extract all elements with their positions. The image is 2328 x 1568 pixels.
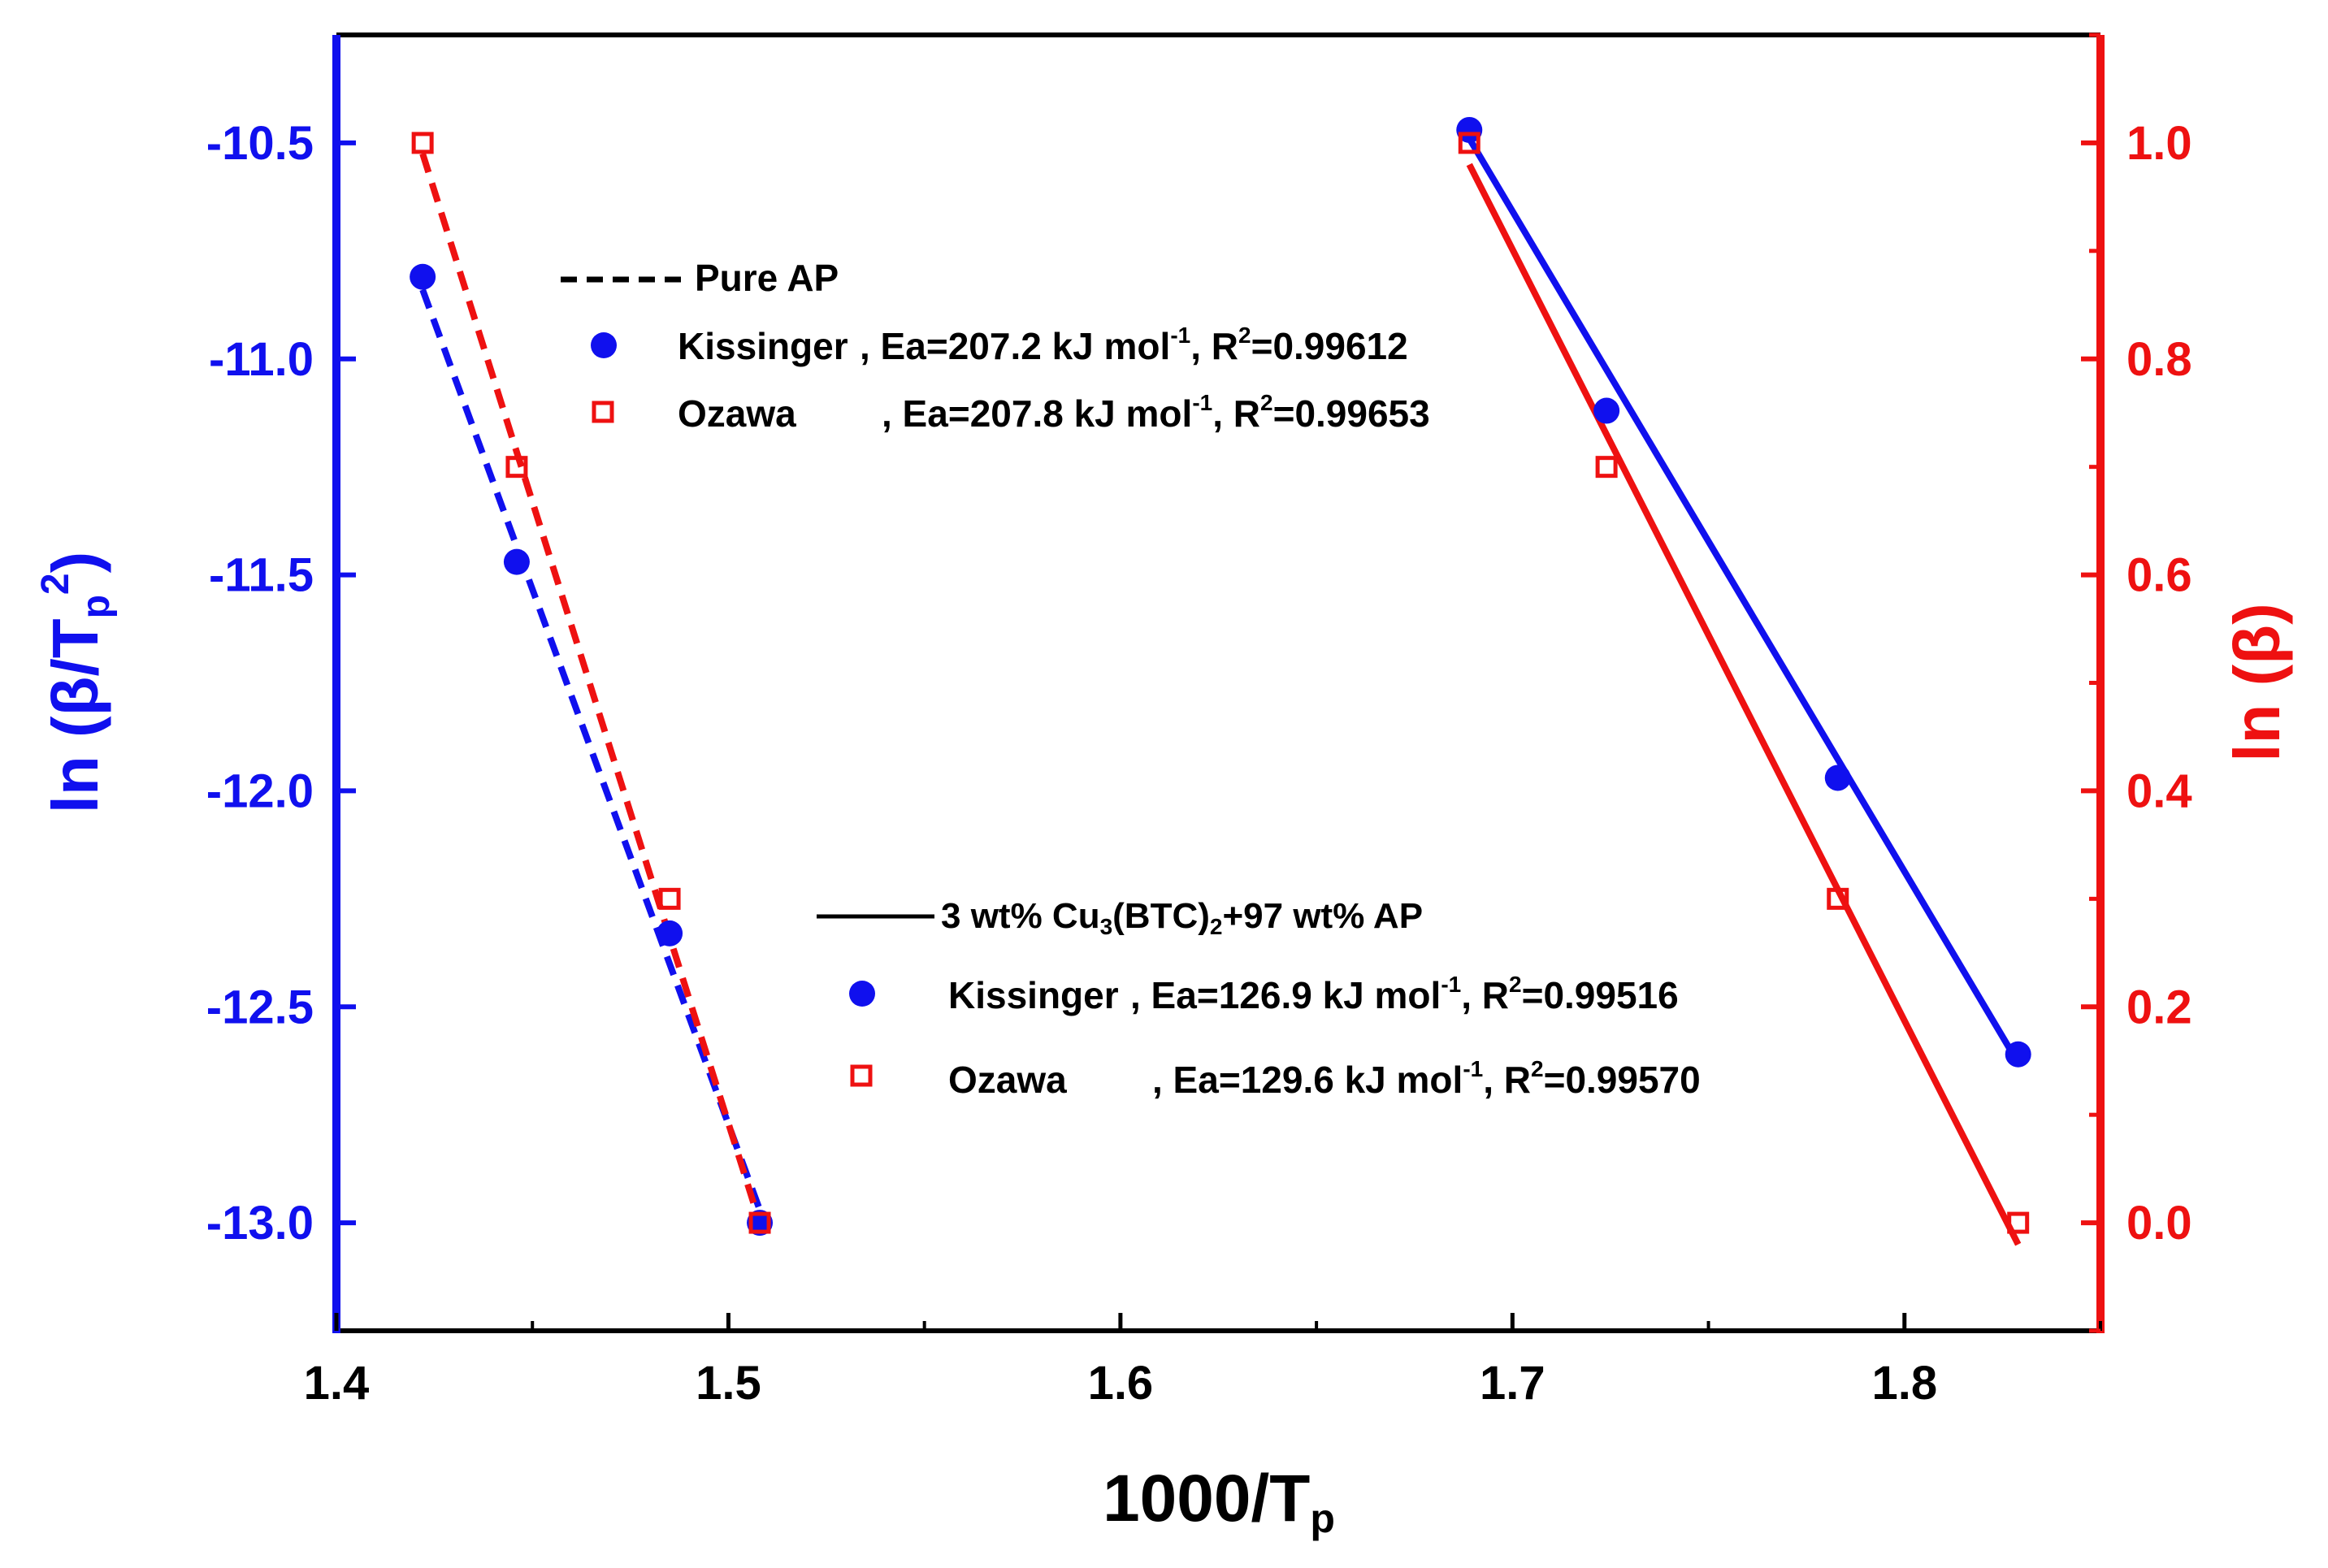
left-axis-title-sup: 2 <box>34 573 77 595</box>
legend-composite-kissinger-unit-sup: -1 <box>1441 972 1461 997</box>
fit-line <box>1466 136 2022 1065</box>
kissinger-point <box>1456 116 1483 143</box>
left-tick-label: -11.0 <box>209 333 314 386</box>
legend-pure-ap-ozawa-r: , R <box>1212 392 1260 435</box>
left-axis-title: ln (β/Tp2) <box>34 552 118 814</box>
right-tick-label: 0.2 <box>2126 981 2192 1033</box>
legend-pure-ap-ozawa-r-val: =0.99653 <box>1273 392 1430 435</box>
legend-composite-kissinger-marker <box>849 981 875 1007</box>
x-tick-label: 1.7 <box>1480 1357 1545 1410</box>
legend-pure-ap-kissinger-unit-sup: -1 <box>1170 323 1190 348</box>
legend-composite-header-pre: 3 wt% Cu <box>941 896 1100 936</box>
right-tick-label: 0.8 <box>2126 333 2192 386</box>
fit-line <box>419 153 763 1224</box>
left-axis-title-main: ln (β/T <box>39 618 111 813</box>
legend-composite-kissinger-stats: , Ea=126.9 kJ mol-1, R2=0.99516 <box>1130 972 1679 1016</box>
left-tick-label: -10.5 <box>206 117 314 170</box>
fit-line <box>419 288 763 1211</box>
legend-pure-ap-ozawa-r-sup: 2 <box>1260 390 1273 415</box>
x-tick-label: 1.4 <box>304 1357 370 1410</box>
legend-composite-header-sub2: 2 <box>1210 914 1223 939</box>
legend-pure-ap-ozawa-marker <box>592 401 614 423</box>
legend-pure-ap-kissinger-r: , R <box>1190 325 1238 367</box>
legend-pure-ap-ozawa-ea: , Ea=207.8 kJ mol <box>882 392 1192 435</box>
x-axis-title-main: 1000/T <box>1103 1462 1310 1536</box>
ozawa-point <box>505 456 528 479</box>
right-tick-label: 0.6 <box>2126 549 2192 602</box>
legend-composite-ozawa-stats: , Ea=129.6 kJ mol-1, R2=0.99570 <box>1152 1056 1701 1101</box>
legend-pure-ap-kissinger-r-sup: 2 <box>1238 323 1251 348</box>
fit-lines <box>419 136 2022 1246</box>
legend-composite-header-sub1: 3 <box>1100 914 1113 939</box>
legend-pure-ap-header: Pure AP <box>695 257 839 299</box>
left-axis-title-sub: p <box>75 595 118 618</box>
kissinger-point <box>1593 397 1620 424</box>
legend-pure-ap-kissinger-name: Kissinger <box>678 325 848 367</box>
kissinger-point <box>2005 1041 2031 1068</box>
left-tick-label: -11.5 <box>209 549 314 602</box>
tick-labels: 1.4 1.5 1.6 1.7 1.8-13.0-12.5-12.0-11.5-11.0… <box>206 117 2192 1410</box>
left-tick-label: -13.0 <box>206 1197 314 1250</box>
kissinger-point <box>657 920 683 946</box>
kissinger-point <box>503 548 530 575</box>
ozawa-point <box>1827 887 1849 910</box>
legend-pure-ap-kissinger-stats: , Ea=207.2 kJ mol-1, R2=0.99612 <box>860 323 1408 367</box>
plot-frame <box>332 32 2105 1333</box>
ticks <box>334 32 2102 1333</box>
left-tick-label: -12.0 <box>206 765 314 817</box>
legend-composite-header: 3 wt% Cu3(BTC)2+97 wt% AP <box>941 896 1423 939</box>
legend-pure-ap-kissinger-ea: , Ea=207.2 kJ mol <box>860 325 1170 367</box>
legend-composite-ozawa-r-sup: 2 <box>1531 1056 1544 1081</box>
kissinger-point <box>410 263 436 290</box>
x-axis-title-sub: p <box>1310 1496 1335 1541</box>
left-tick-label: -12.5 <box>206 981 314 1033</box>
legend-composite-kissinger-name: Kissinger <box>948 974 1119 1016</box>
x-axis-title: 1000/Tp <box>1103 1462 1335 1541</box>
right-tick-label: 0.0 <box>2126 1197 2192 1250</box>
legend-composite: 3 wt% Cu3(BTC)2+97 wt% AP Kissinger , Ea… <box>817 896 1701 1101</box>
x-tick-label: 1.6 <box>1088 1357 1154 1410</box>
legend-pure-ap-ozawa-unit-sup: -1 <box>1192 390 1212 415</box>
left-axis-title-close: ) <box>39 552 111 574</box>
right-tick-label: 0.4 <box>2126 765 2192 817</box>
right-tick-label: 1.0 <box>2126 117 2192 170</box>
legend-composite-kissinger-ea: , Ea=126.9 kJ mol <box>1130 974 1441 1016</box>
legend-composite-kissinger-r-val: =0.99516 <box>1522 974 1679 1016</box>
legend-pure-ap-kissinger-r-val: =0.99612 <box>1251 325 1408 367</box>
ozawa-point <box>1595 456 1618 479</box>
legend-composite-ozawa-r-val: =0.99570 <box>1544 1059 1701 1101</box>
x-tick-label: 1.5 <box>696 1357 761 1410</box>
ozawa-point <box>748 1211 771 1234</box>
x-tick-label: 1.8 <box>1871 1357 1937 1410</box>
kissinger-point <box>747 1210 774 1237</box>
right-axis-title: ln (β) <box>2221 603 2293 761</box>
legend-composite-header-mid: (BTC) <box>1112 896 1210 936</box>
legend-composite-kissinger-r-sup: 2 <box>1509 972 1522 997</box>
ozawa-point <box>1458 132 1480 154</box>
legend-pure-ap-kissinger-marker <box>591 332 617 358</box>
legend-composite-ozawa-marker <box>850 1064 873 1087</box>
legend-pure-ap-ozawa-name: Ozawa <box>678 392 796 435</box>
legend-composite-header-post: +97 wt% AP <box>1222 896 1423 936</box>
legend-pure-ap-ozawa-stats: , Ea=207.8 kJ mol-1, R2=0.99653 <box>882 390 1430 435</box>
legend-composite-ozawa-unit-sup: -1 <box>1463 1056 1483 1081</box>
legend-composite-ozawa-r: , R <box>1483 1059 1531 1101</box>
ozawa-point <box>411 132 434 154</box>
legend-pure-ap: Pure AP Kissinger , Ea=207.2 kJ mol-1, R… <box>561 257 1430 435</box>
ozawa-point <box>2007 1211 2030 1234</box>
markers <box>410 116 2031 1237</box>
legend-composite-ozawa-ea: , Ea=129.6 kJ mol <box>1152 1059 1463 1101</box>
fit-line <box>1466 162 2022 1246</box>
ozawa-point <box>658 887 681 910</box>
kissinger-point <box>1824 765 1851 791</box>
legend-composite-kissinger-r: , R <box>1461 974 1509 1016</box>
legend-composite-ozawa-name: Ozawa <box>948 1059 1067 1101</box>
